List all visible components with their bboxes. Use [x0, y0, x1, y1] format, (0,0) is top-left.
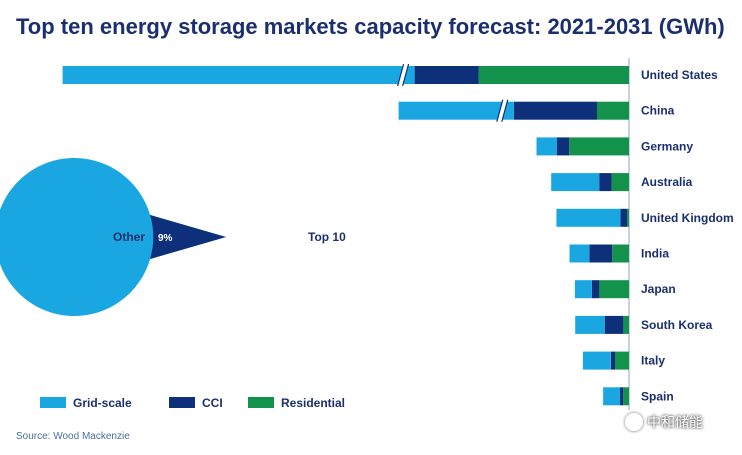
axis-break-line	[402, 63, 410, 87]
category-label: South Korea	[641, 318, 713, 332]
bar-segment-residential	[612, 244, 629, 263]
watermark-text: 中和储能	[647, 415, 703, 431]
category-label: India	[641, 247, 669, 261]
bar-segment-grid-scale	[398, 101, 514, 120]
bar-segment-cci	[589, 244, 613, 263]
bar-segment-grid-scale	[556, 208, 621, 227]
bar-segment-grid-scale	[551, 173, 600, 192]
bar-segment-cci	[556, 137, 570, 156]
legend: Grid-scale CCI Residential	[40, 396, 345, 410]
pie-slice-label: Other	[113, 230, 145, 244]
bar-segment-residential	[599, 280, 629, 299]
pie-slice-label: Top 10	[308, 230, 346, 244]
axis-break-line	[496, 99, 504, 122]
axis-break-line	[501, 99, 509, 122]
category-label: United Kingdom	[641, 211, 734, 225]
bar-segment-residential	[597, 101, 629, 120]
source-note: Source: Wood Mackenzie	[16, 431, 130, 442]
bar-segment-residential	[623, 315, 629, 334]
axis-break-mark	[397, 64, 409, 86]
pie-slice-top-10	[0, 158, 226, 316]
bar-segment-cci	[591, 280, 600, 299]
bar-segment-residential	[623, 387, 629, 406]
pie-value-label: 9%	[158, 233, 173, 244]
bar-segment-cci	[620, 387, 624, 406]
bar-segment-cci	[610, 351, 615, 370]
bar-segment-grid-scale	[536, 137, 557, 156]
watermark: 中和储能	[625, 412, 703, 432]
bar-label-group: United States China Germany Australia United…	[641, 68, 734, 403]
legend-swatch	[169, 397, 195, 408]
bar-segment-residential	[627, 208, 629, 227]
wechat-logo-icon	[625, 413, 643, 431]
category-label: United States	[641, 68, 718, 82]
bar-group	[62, 63, 629, 406]
legend-label: CCI	[202, 396, 223, 410]
legend-swatch	[40, 397, 66, 408]
bar-segment-cci	[414, 66, 479, 84]
bar-segment-residential	[611, 173, 629, 192]
bar-segment-residential	[614, 351, 629, 370]
bar-segment-grid-scale	[603, 387, 621, 406]
bar-segment-cci	[620, 208, 628, 227]
bar-segment-cci	[604, 315, 624, 334]
bar-segment-grid-scale	[575, 315, 605, 334]
bar-segment-residential	[569, 137, 629, 156]
legend-label: Grid-scale	[73, 396, 132, 410]
axis-break-mark	[496, 99, 508, 122]
pie-slice-other	[150, 215, 226, 259]
bar-segment-grid-scale	[574, 280, 592, 299]
category-label: Australia	[641, 175, 693, 189]
category-label: Italy	[641, 354, 665, 368]
bar-segment-cci	[599, 173, 612, 192]
category-label: China	[641, 104, 675, 118]
pie-chart: 91% 9% Top 10 Other	[0, 158, 346, 316]
bar-segment-grid-scale	[62, 66, 415, 84]
bar-segment-grid-scale	[569, 244, 590, 263]
category-label: Spain	[641, 389, 674, 403]
axis-break-line	[397, 63, 405, 87]
legend-swatch	[248, 397, 274, 408]
legend-label: Residential	[281, 396, 345, 410]
pie-value-label: 91%	[266, 233, 286, 244]
category-label: Germany	[641, 139, 693, 153]
bar-segment-cci	[513, 101, 597, 120]
bar-segment-residential	[478, 66, 629, 84]
chart-title: Top ten energy storage markets capacity …	[16, 14, 725, 39]
bar-segment-grid-scale	[582, 351, 611, 370]
category-label: Japan	[641, 282, 676, 296]
